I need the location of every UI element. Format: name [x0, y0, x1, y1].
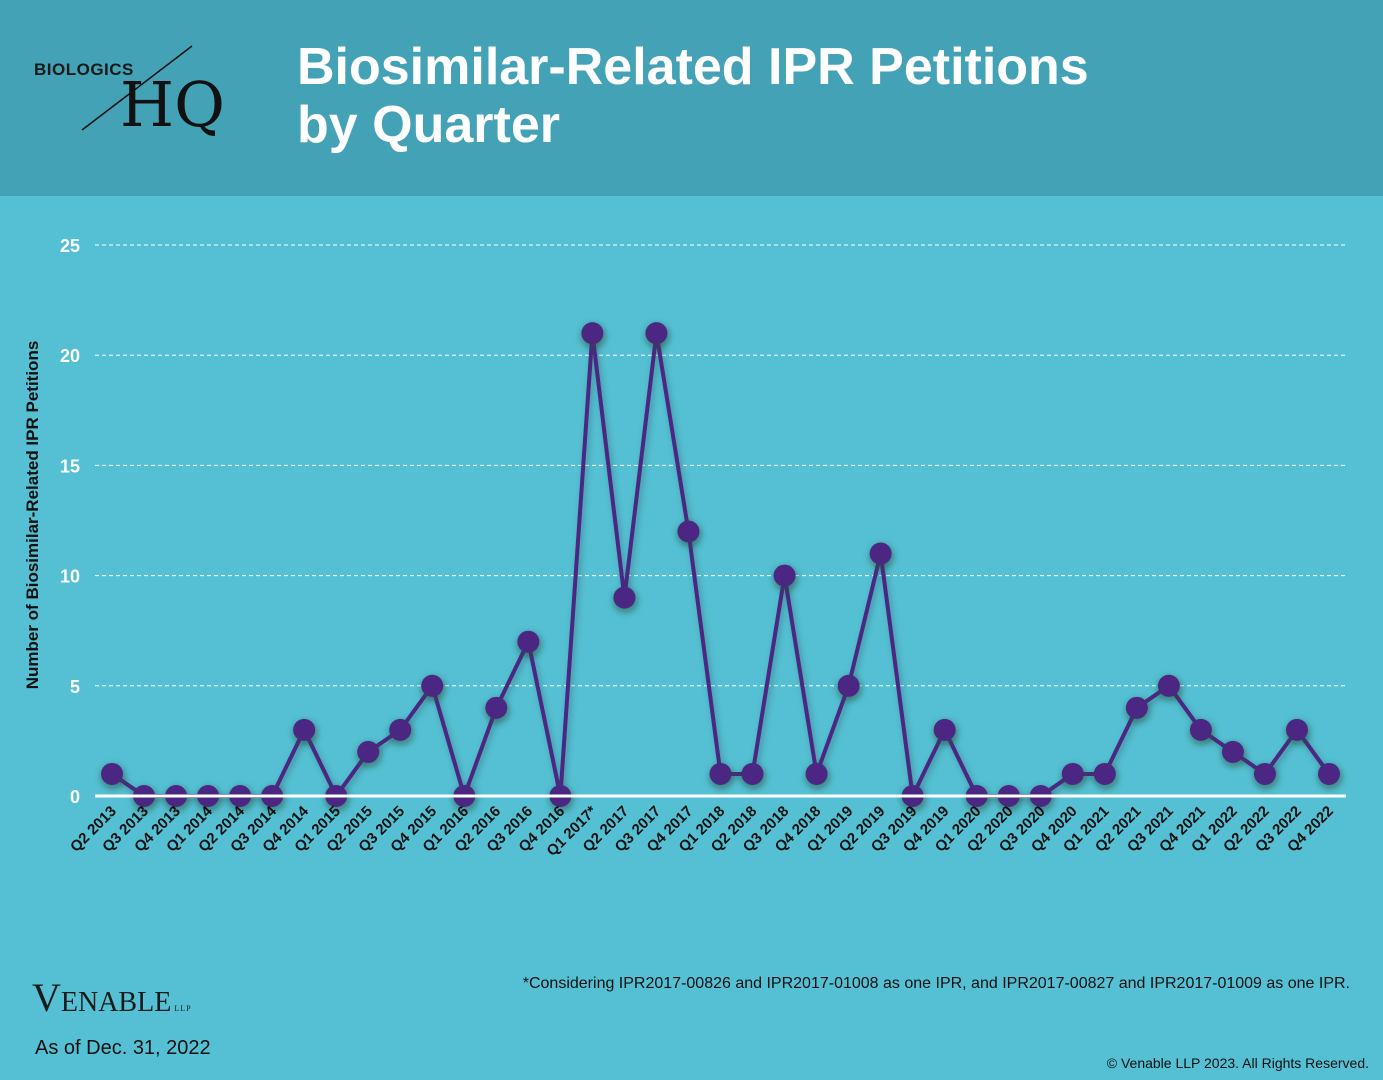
- page-title: Biosimilar-Related IPR Petitions by Quar…: [297, 38, 1089, 154]
- y-tick-labels: 0 5 10 15 20 25: [60, 236, 80, 807]
- data-point-marker: [357, 740, 380, 763]
- data-point-marker: [517, 630, 540, 653]
- title-line-1: Biosimilar-Related IPR Petitions: [297, 38, 1089, 96]
- data-point-marker: [645, 322, 668, 345]
- data-point: [804, 762, 831, 790]
- data-point: [420, 674, 447, 702]
- data-point: [580, 322, 607, 350]
- data-point-marker: [709, 762, 732, 785]
- logo-slash-icon: [81, 45, 193, 131]
- data-point: [1124, 696, 1151, 724]
- grid-lines: [95, 244, 1346, 687]
- copyright: © Venable LLP 2023. All Rights Reserved.: [1106, 1055, 1369, 1071]
- data-point: [1188, 718, 1215, 746]
- data-points: [100, 322, 1343, 812]
- data-point-marker: [1093, 762, 1116, 785]
- data-point-marker: [485, 696, 508, 719]
- venable-logo-rest: ENABLE: [60, 987, 172, 1018]
- header-banner: BIOLOGICS HQ Biosimilar-Related IPR Peti…: [0, 0, 1383, 196]
- data-point: [836, 674, 863, 702]
- venable-logo: VENABLE LLP: [32, 978, 192, 1018]
- data-point-marker: [805, 762, 828, 785]
- data-point-marker: [1189, 718, 1212, 741]
- data-point-marker: [1318, 762, 1340, 785]
- data-point-marker: [101, 762, 123, 785]
- as-of-date: As of Dec. 31, 2022: [35, 1037, 211, 1059]
- logo-hq: HQ: [120, 68, 225, 141]
- data-point: [1220, 740, 1247, 768]
- data-point: [1317, 762, 1343, 790]
- data-point-marker: [581, 322, 604, 345]
- data-point: [356, 740, 383, 768]
- y-tick-label: 0: [70, 787, 80, 807]
- data-point-marker: [773, 564, 796, 587]
- data-point: [772, 564, 799, 592]
- data-point-marker: [1253, 762, 1276, 785]
- footnote: *Considering IPR2017-00826 and IPR2017-0…: [522, 975, 1350, 992]
- data-point-marker: [869, 542, 892, 565]
- data-point-marker: [1285, 718, 1308, 741]
- data-point: [1156, 674, 1183, 702]
- data-point: [868, 542, 895, 570]
- venable-logo-initial: V: [32, 975, 61, 1020]
- data-point-marker: [741, 762, 764, 785]
- line-chart: 0 5 10 15 20 25 Number of Biosimilar-Related …: [23, 236, 1346, 860]
- data-point: [740, 762, 767, 790]
- data-point: [1252, 762, 1279, 790]
- title-line-2: by Quarter: [297, 96, 560, 154]
- data-point-marker: [1061, 762, 1084, 785]
- data-point-marker: [613, 586, 636, 609]
- data-point: [388, 718, 415, 746]
- y-axis-label: Number of Biosimilar-Related IPR Petitio…: [23, 341, 42, 690]
- data-point: [100, 762, 126, 790]
- data-point-marker: [837, 674, 860, 697]
- data-point: [484, 696, 511, 724]
- y-tick-label: 15: [60, 456, 80, 476]
- data-point-marker: [1157, 674, 1180, 697]
- data-point: [644, 322, 671, 350]
- logo-biologics: BIOLOGICS: [34, 60, 134, 79]
- data-point: [1284, 718, 1311, 746]
- y-tick-label: 5: [70, 677, 80, 697]
- data-point: [516, 630, 543, 658]
- data-point-marker: [1221, 740, 1244, 763]
- data-point-marker: [421, 674, 444, 697]
- y-tick-label: 20: [60, 346, 80, 366]
- data-point-marker: [389, 718, 412, 741]
- y-tick-label: 25: [60, 236, 80, 256]
- data-point-marker: [293, 718, 316, 741]
- data-point: [1092, 762, 1119, 790]
- venable-logo-llp: LLP: [174, 1004, 192, 1013]
- data-point: [132, 785, 159, 812]
- data-point: [708, 762, 735, 790]
- data-point: [1060, 762, 1087, 790]
- data-point: [292, 718, 319, 746]
- data-point-marker: [933, 718, 956, 741]
- data-point: [612, 586, 639, 614]
- y-tick-label: 10: [60, 567, 80, 587]
- data-point-marker: [1125, 696, 1148, 719]
- data-point: [676, 520, 703, 548]
- data-point: [932, 718, 959, 746]
- data-point-marker: [677, 520, 700, 543]
